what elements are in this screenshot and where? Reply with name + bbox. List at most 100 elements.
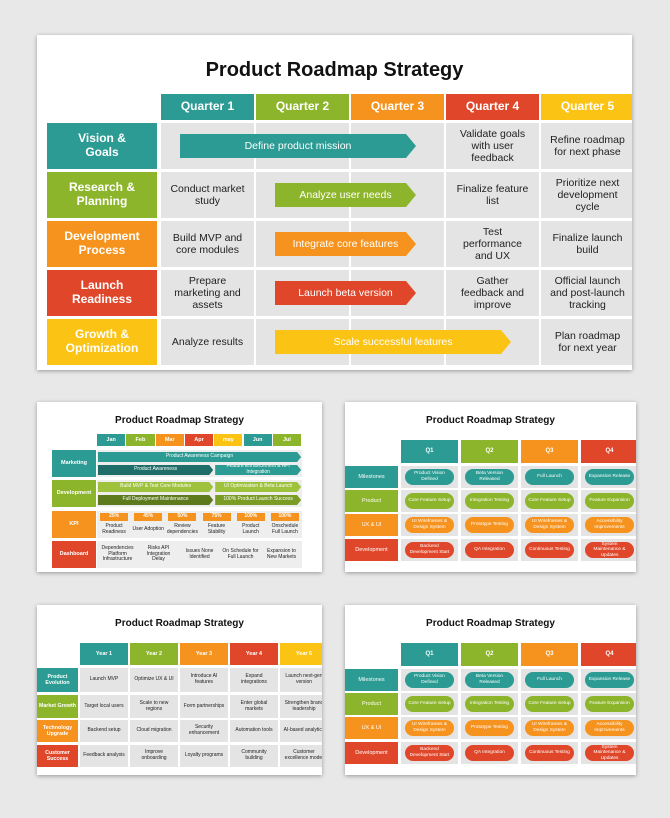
- pill: Full Launch: [525, 469, 574, 485]
- cell: Form partnerships: [180, 695, 228, 718]
- kpi-value: 100%: [270, 513, 299, 521]
- row-label: Technology Upgrade: [37, 720, 78, 742]
- row-label: Product: [345, 693, 398, 715]
- cell: [446, 123, 539, 169]
- arrow: Product Awareness: [98, 465, 213, 475]
- arrow: Product Awareness Campaign: [98, 452, 301, 462]
- cell: Optimize UX & UI: [130, 668, 178, 692]
- column-header: Q2: [461, 440, 518, 463]
- column-header: Quarter 5: [541, 94, 632, 120]
- dashboard-cell: Issues None Identified: [185, 547, 214, 560]
- cell: [446, 172, 539, 218]
- column-header: Year 3: [180, 643, 228, 665]
- column-header: Quarter 3: [351, 94, 444, 120]
- kpi-value: 100%: [236, 513, 265, 521]
- month-header: Mar: [155, 434, 184, 446]
- cell: [541, 123, 632, 169]
- pill: Core Feature Setup: [405, 696, 454, 712]
- arrow: UI Optimization & Beta Launch: [215, 482, 301, 492]
- kpi-label: Product Launch: [242, 523, 260, 535]
- cell: Launch MVP: [80, 668, 128, 692]
- column-header: Q1: [401, 440, 458, 463]
- arrow: Define product mission: [180, 134, 416, 158]
- pill: Beta Version Released: [465, 469, 514, 485]
- row-label: Customer Success: [37, 745, 78, 767]
- column-header: Quarter 2: [256, 94, 349, 120]
- month-header: Jun: [243, 434, 272, 446]
- pill: System Maintenance & Updates: [585, 542, 634, 558]
- cell-text: Analyze results: [171, 335, 244, 348]
- row-label: Dashboard: [52, 541, 96, 568]
- cell: Cloud migration: [130, 720, 178, 742]
- pill: Expansion Release: [585, 469, 634, 485]
- row-label: Development: [345, 539, 398, 561]
- cell: Community building: [230, 745, 278, 767]
- row-label: Vision & Goals: [47, 123, 157, 169]
- dashboard-cell: Expansion to New Markets: [266, 547, 297, 560]
- pill: Backend Development Start: [405, 542, 454, 558]
- row-background: [97, 511, 302, 538]
- pill: UI Wireframes & Design System: [525, 720, 574, 736]
- row-label: Milestones: [345, 669, 398, 691]
- title: Product Roadmap Strategy: [426, 618, 555, 630]
- row-label: UX & UI: [345, 514, 398, 536]
- column-header: Quarter 1: [161, 94, 254, 120]
- pill: System Maintenance & Updates: [585, 745, 634, 761]
- pill: Core Feature Setup: [525, 696, 574, 712]
- pill: Integration Testing: [465, 493, 514, 509]
- column-header: Year 2: [130, 643, 178, 665]
- cell: [541, 319, 632, 365]
- cell-text: Prepare marketing and assets: [174, 274, 241, 312]
- cell: [161, 221, 254, 267]
- pill: Accessibility Improvements: [585, 517, 634, 533]
- pill: QA Integration: [465, 542, 514, 558]
- arrow: Full Deployment Maintenance: [98, 495, 213, 505]
- cell: [161, 319, 254, 365]
- row-label: Milestones: [345, 466, 398, 488]
- cell-text: Gather feedback and improve: [460, 274, 525, 312]
- pill: UI Wireframes & Design System: [405, 517, 454, 533]
- month-header: Feb: [126, 434, 155, 446]
- cell-text: Prioritize next development cycle: [555, 176, 620, 214]
- pill: Beta Version Released: [465, 672, 514, 688]
- column-header: Q3: [521, 440, 578, 463]
- month-header: may: [214, 434, 243, 446]
- pill: Prototype Testing: [465, 517, 514, 533]
- cell: Enter global markets: [230, 695, 278, 718]
- row-background: [97, 541, 302, 568]
- cell: Target local users: [80, 695, 128, 718]
- column-header: Year 1: [80, 643, 128, 665]
- title: Product Roadmap Strategy: [426, 415, 555, 427]
- cell: Improve onboarding: [130, 745, 178, 767]
- kpi-value: 25%: [100, 513, 129, 521]
- milestones-slide: Product Roadmap Strategy Q1 Q2 Q3 Q4 Mileston…: [345, 605, 636, 775]
- cell-text: Official launch and post-launch tracking: [550, 274, 625, 312]
- pill: Core Feature Setup: [405, 493, 454, 509]
- title: Product Roadmap Strategy: [205, 58, 464, 81]
- cell: Introduce AI features: [180, 668, 228, 692]
- pill: Full Launch: [525, 672, 574, 688]
- column-header: Year 5: [280, 643, 322, 665]
- row-label: UX & UI: [345, 717, 398, 739]
- title: Product Roadmap Strategy: [115, 618, 244, 630]
- column-header: Year 4: [230, 643, 278, 665]
- pill: Backend Development Start: [405, 745, 454, 761]
- cell: AI-based analytics: [280, 720, 322, 742]
- cell: [541, 270, 632, 316]
- pill: UI Wireframes & Design System: [405, 720, 454, 736]
- arrow: Build MVP & Test Core Modules: [98, 482, 213, 492]
- cell-text: Finalize launch build: [552, 231, 623, 256]
- cell-text: Build MVP and core modules: [172, 231, 243, 256]
- row-label: Launch Readiness: [47, 270, 157, 316]
- kpi-value: 50%: [168, 513, 197, 521]
- pill: Continuous Testing: [525, 542, 574, 558]
- column-header: Q4: [581, 643, 636, 666]
- cell: Customer excellence model: [280, 745, 322, 767]
- arrow: Scale successful features: [275, 330, 511, 354]
- column-header: Q3: [521, 643, 578, 666]
- cell-text: Validate goals with user feedback: [459, 127, 526, 165]
- cell: [161, 172, 254, 218]
- month-header: Jan: [97, 434, 126, 446]
- column-header: Q1: [401, 643, 458, 666]
